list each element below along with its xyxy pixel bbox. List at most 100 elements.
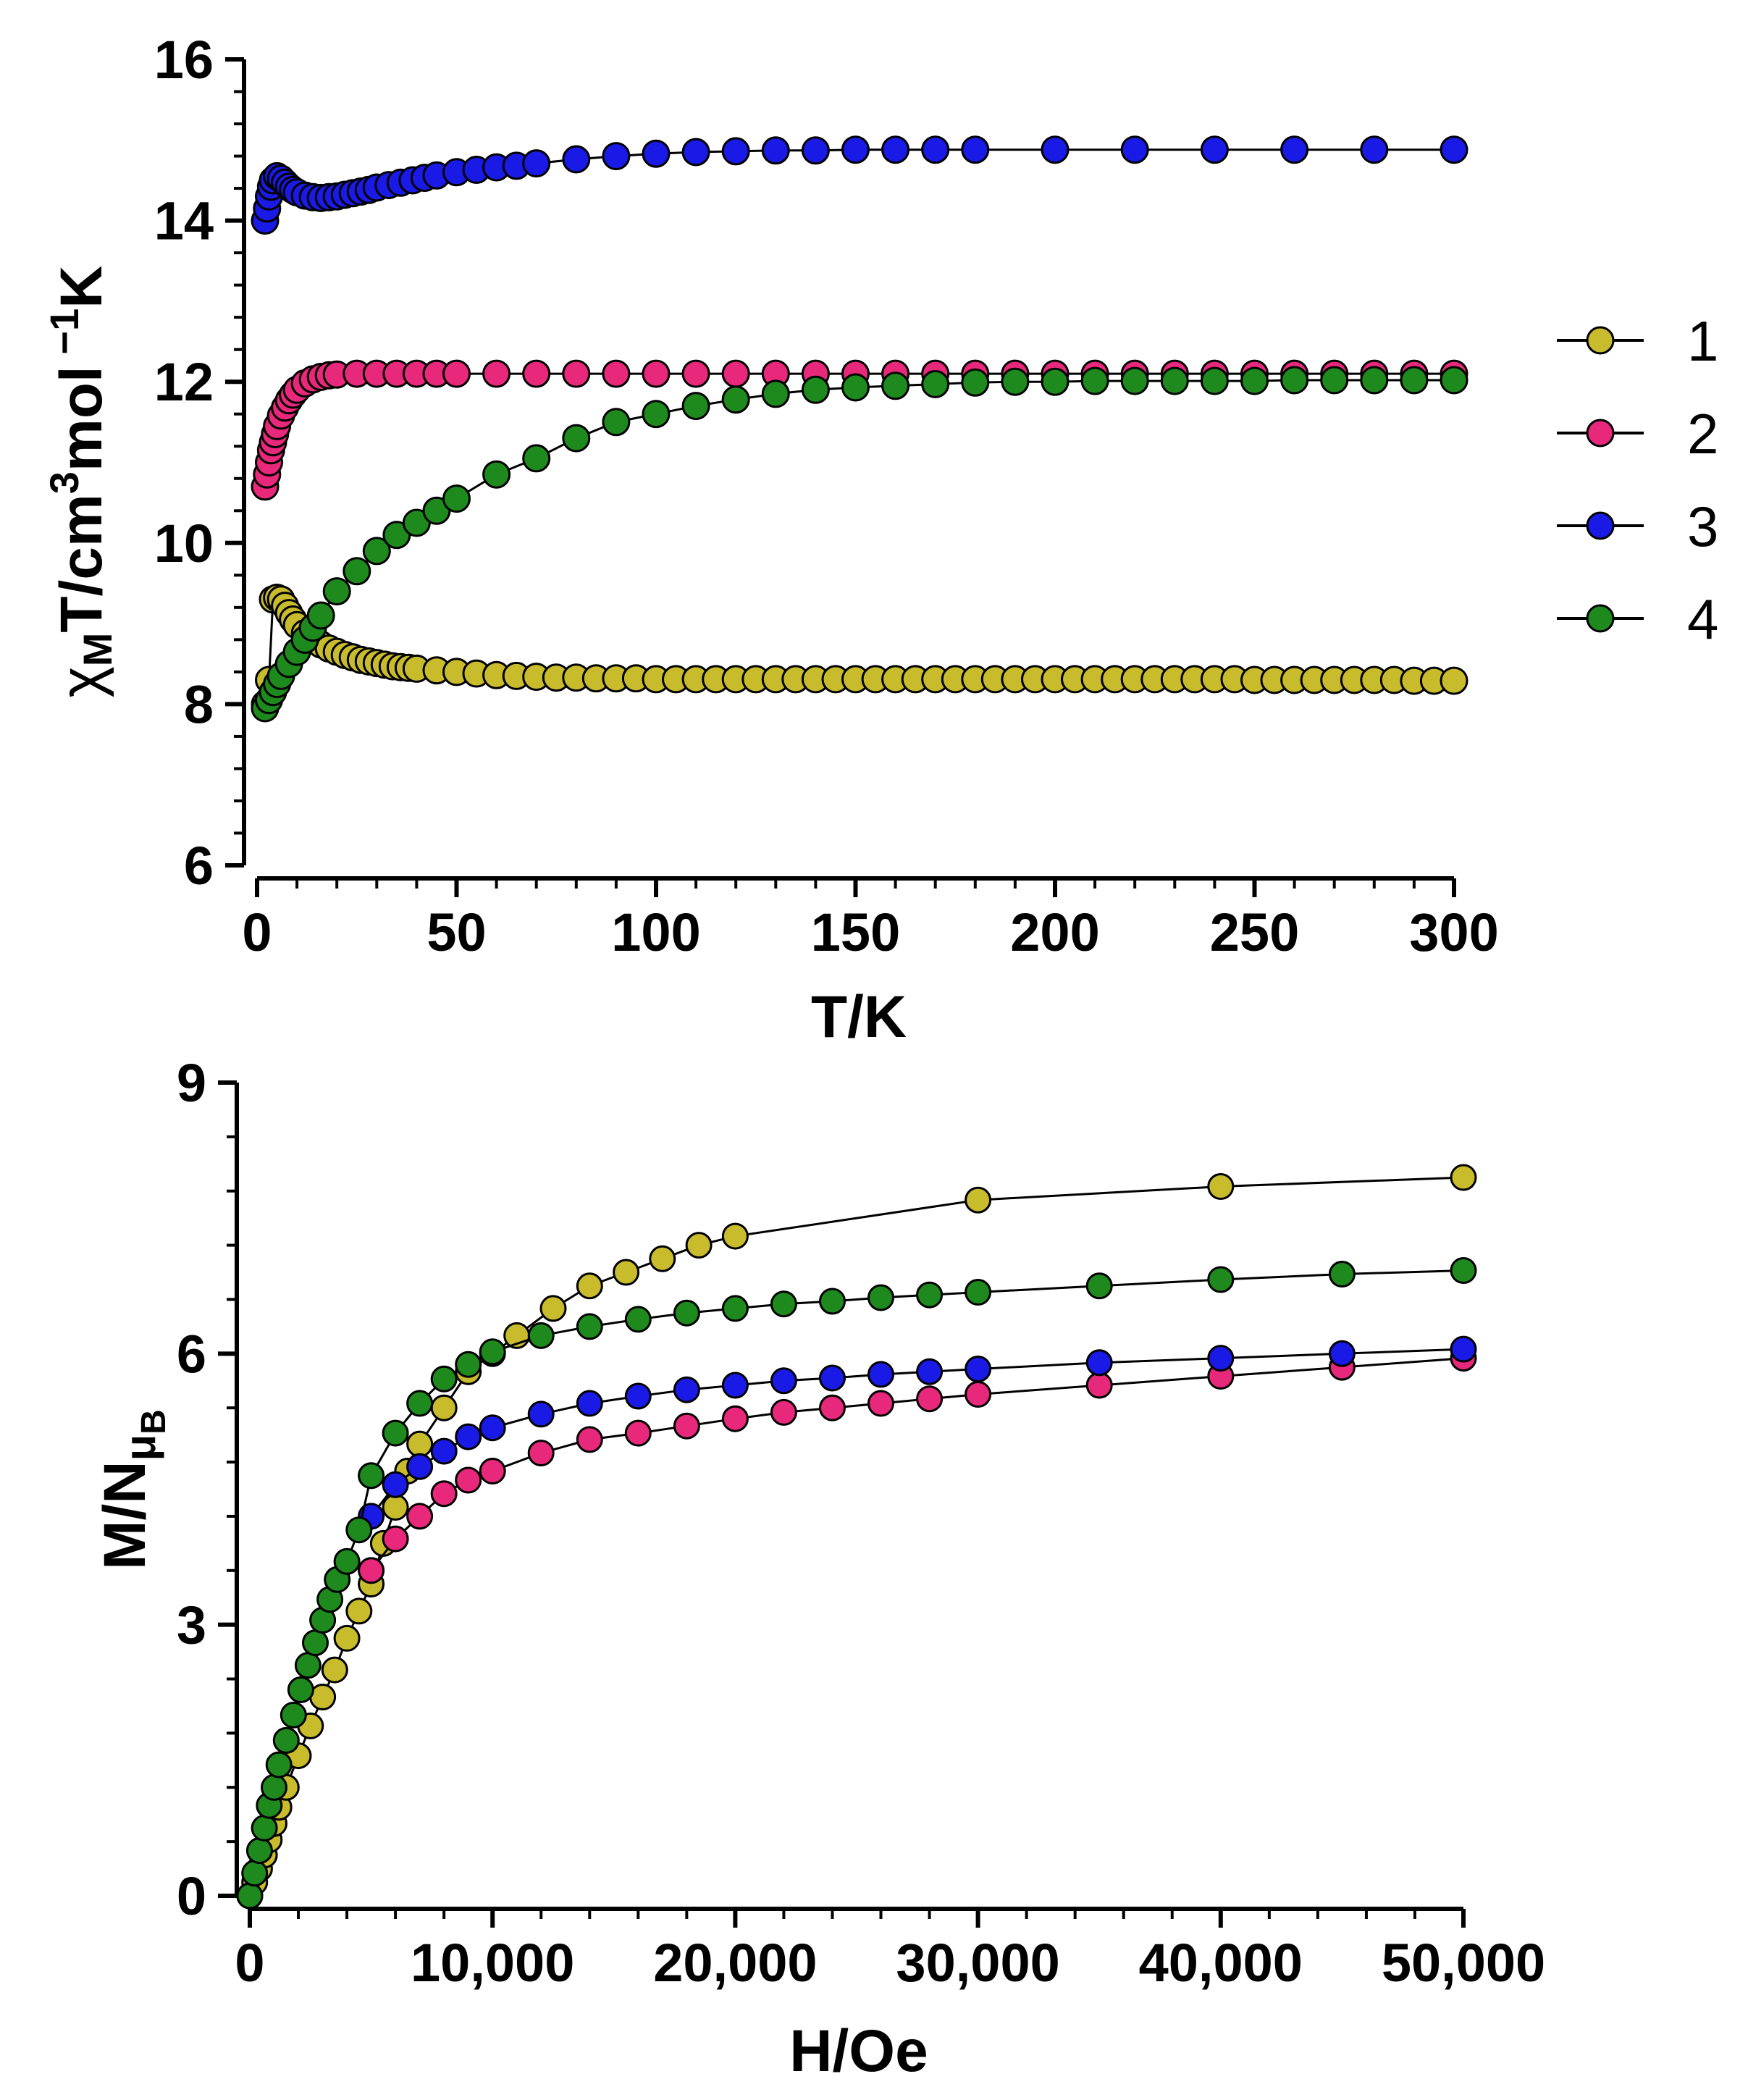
series-2-point bbox=[642, 359, 671, 388]
series-4-point bbox=[261, 1773, 287, 1801]
series-1-point bbox=[1207, 1173, 1235, 1200]
series-2-point bbox=[382, 1525, 409, 1553]
series-3-point bbox=[673, 1376, 700, 1403]
series-1-point bbox=[685, 1232, 713, 1259]
series-4-point bbox=[522, 444, 551, 473]
series-3-point bbox=[961, 135, 990, 164]
series-4-point bbox=[455, 1351, 482, 1378]
series-3-point bbox=[1207, 1345, 1235, 1372]
series-4 bbox=[251, 366, 1468, 723]
x-tick-label: 10,000 bbox=[411, 1933, 574, 1993]
x-tick-label: 30,000 bbox=[896, 1933, 1059, 1993]
series-3-point bbox=[1041, 135, 1070, 164]
y-tick-label: 14 bbox=[154, 191, 214, 251]
series-3-point bbox=[965, 1356, 992, 1382]
series-4-point bbox=[881, 371, 910, 400]
series-1-point bbox=[649, 1245, 676, 1272]
series-4-point bbox=[867, 1284, 894, 1311]
series-3-point bbox=[916, 1358, 944, 1385]
series-4-point bbox=[1400, 366, 1429, 395]
series-3-point bbox=[881, 135, 910, 164]
legend-marker bbox=[1586, 511, 1615, 540]
series-3-point bbox=[721, 137, 750, 166]
series-3-point bbox=[801, 136, 830, 165]
legend-item-1: 1 bbox=[1557, 309, 1718, 373]
series-4-point bbox=[961, 368, 990, 397]
series-4-line bbox=[248, 1269, 1464, 1897]
series-4-point bbox=[382, 1419, 409, 1447]
x-axis-title-top: T/K bbox=[811, 984, 907, 1050]
y-tick-label: 6 bbox=[184, 836, 214, 896]
series-4-point bbox=[333, 1547, 361, 1575]
series-1-point bbox=[721, 1222, 749, 1250]
series-3-point bbox=[576, 1390, 603, 1417]
x-tick-label: 100 bbox=[611, 902, 700, 962]
series-2-point bbox=[681, 359, 710, 388]
series-3-point bbox=[642, 139, 671, 168]
series-3-point bbox=[522, 149, 551, 178]
series-4-point bbox=[562, 424, 591, 453]
series-3-point bbox=[1200, 135, 1229, 164]
series-4-point bbox=[1200, 366, 1229, 395]
series-4-point bbox=[265, 1751, 293, 1778]
series-4-point bbox=[1320, 366, 1349, 395]
series-2-point bbox=[673, 1412, 700, 1440]
series-4-point bbox=[576, 1313, 603, 1340]
series-4-point bbox=[322, 577, 351, 606]
series-3-point bbox=[681, 138, 710, 167]
series-3-point bbox=[1440, 135, 1468, 164]
series-4-point bbox=[1085, 1272, 1113, 1300]
x-tick-label: 150 bbox=[811, 902, 900, 962]
series-1-point bbox=[430, 1394, 458, 1421]
series-3-point bbox=[1450, 1335, 1477, 1363]
series-1-point bbox=[382, 1494, 409, 1521]
series-1-point bbox=[333, 1624, 361, 1652]
y-tick-label: 6 bbox=[177, 1324, 206, 1384]
series-4-point bbox=[673, 1299, 700, 1327]
series-2-point bbox=[527, 1440, 555, 1467]
series-4-point bbox=[819, 1288, 846, 1315]
y-tick-label: 0 bbox=[177, 1866, 206, 1926]
series-3-point bbox=[761, 136, 790, 165]
series-1-point bbox=[1440, 666, 1468, 695]
series-1-point bbox=[1450, 1164, 1477, 1191]
series-3-point bbox=[841, 135, 870, 164]
series-4-point bbox=[345, 1516, 373, 1544]
series-3-point bbox=[527, 1400, 555, 1428]
series-4-point bbox=[1160, 366, 1189, 395]
series-4-point bbox=[1440, 366, 1468, 395]
series-3-point bbox=[1120, 135, 1149, 164]
series-4-point bbox=[1041, 367, 1070, 396]
series-2-point bbox=[721, 359, 750, 388]
legend-item-4: 4 bbox=[1557, 587, 1718, 651]
legend-item-2: 2 bbox=[1557, 402, 1718, 466]
series-3-point bbox=[624, 1382, 652, 1410]
series-2-point bbox=[479, 1458, 506, 1484]
series-2-point bbox=[965, 1381, 992, 1408]
series-4-point bbox=[1328, 1261, 1356, 1288]
series-4-point bbox=[681, 392, 710, 421]
series-4 bbox=[236, 1257, 1477, 1910]
legend-label: 1 bbox=[1687, 309, 1718, 373]
series-4-point bbox=[841, 373, 870, 402]
series-4-point bbox=[362, 537, 391, 566]
series-4-point bbox=[306, 601, 335, 630]
series-4-point bbox=[602, 408, 631, 437]
legend-marker bbox=[1586, 419, 1615, 448]
x-tick-label: 0 bbox=[242, 902, 272, 962]
series-4-point bbox=[280, 1701, 307, 1729]
chart-bottom: M/NμB H/Oe 0 3 6 9 0 10,000 20,000 30,000 40,000… bbox=[92, 1053, 1545, 2084]
series-4-point bbox=[430, 1365, 458, 1393]
series-3-point bbox=[819, 1364, 846, 1392]
legend-item-3: 3 bbox=[1557, 495, 1718, 558]
series-4-point bbox=[527, 1322, 555, 1349]
series-1 bbox=[251, 584, 1468, 718]
series-3-point bbox=[479, 1414, 506, 1442]
x-tick-label: 40,000 bbox=[1139, 1933, 1303, 1993]
y-tick-label: 3 bbox=[177, 1595, 206, 1655]
chart-top: χMT/cm3mol −1K T/K 6 8 10 12 14 16 0 50 100 150 20… bbox=[41, 30, 1499, 1050]
series-4-point bbox=[343, 557, 371, 586]
series-3-point bbox=[867, 1361, 894, 1388]
series-4-point bbox=[294, 1652, 322, 1679]
legend: 1 2 3 4 bbox=[1557, 309, 1718, 651]
